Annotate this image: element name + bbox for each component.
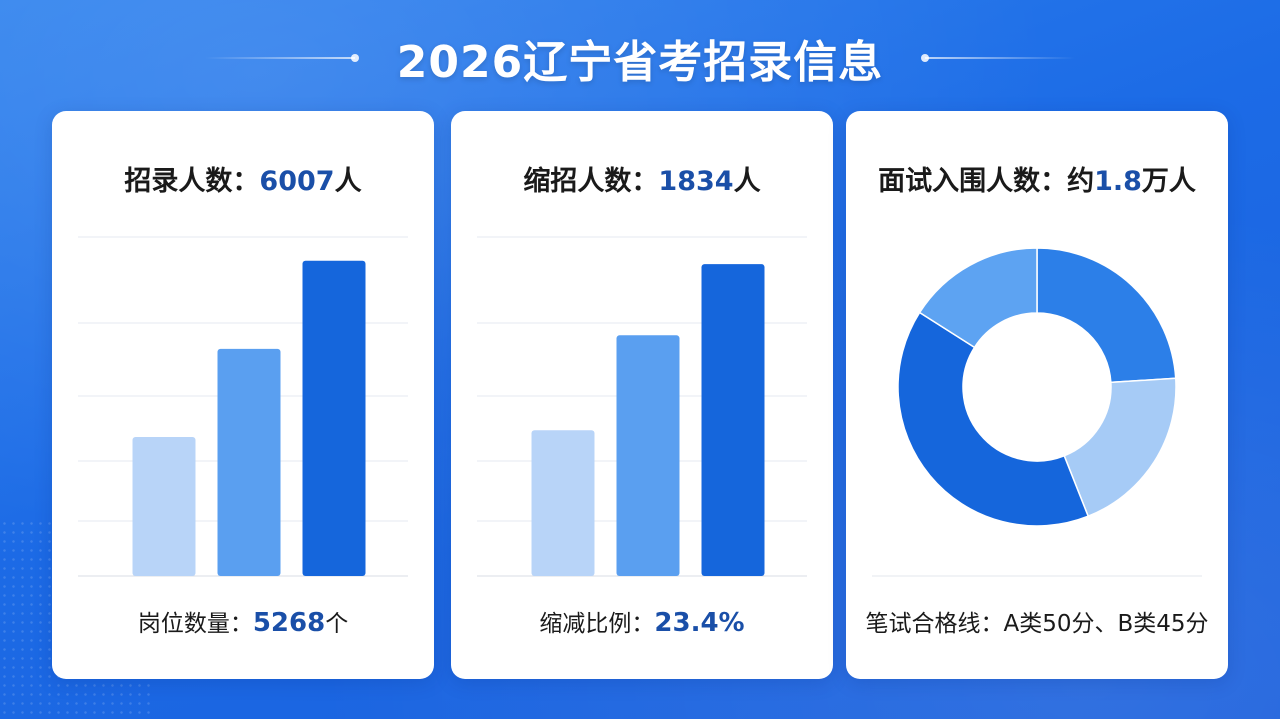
interview-slice-4 bbox=[918, 247, 1038, 349]
interview-slice-1 bbox=[1036, 247, 1177, 384]
reduction-bar-1 bbox=[531, 430, 595, 576]
interview-donut-chart bbox=[872, 247, 1202, 577]
reduction-unit: 人 bbox=[733, 166, 761, 197]
reduction-value: 1834 bbox=[658, 166, 734, 197]
positions-label: 岗位数量： bbox=[137, 611, 253, 637]
recruitment-bar-2 bbox=[217, 348, 281, 576]
recruitment-value: 6007 bbox=[259, 166, 335, 197]
reduction-bar-3 bbox=[701, 264, 765, 576]
reduction-ratio-label: 缩减比例： bbox=[539, 611, 655, 637]
recruitment-headline: 招录人数：6007人 bbox=[52, 159, 434, 198]
interview-headline: 面试入围人数：约1.8万人 bbox=[846, 159, 1228, 198]
recruitment-label: 招录人数： bbox=[124, 166, 260, 197]
interview-slice-3 bbox=[897, 311, 1090, 527]
positions-footer: 岗位数量：5268个 bbox=[52, 604, 434, 638]
recruitment-unit: 人 bbox=[334, 166, 362, 197]
positions-unit: 个 bbox=[325, 611, 349, 637]
reduction-ratio-footer: 缩减比例：23.4% bbox=[451, 604, 833, 638]
recruitment-card: 招录人数：6007人 岗位数量：5268个 bbox=[52, 111, 434, 679]
interview-slice-2 bbox=[1063, 377, 1177, 518]
reduction-label: 缩招人数： bbox=[523, 166, 659, 197]
title-bar: 2026辽宁省考招录信息 bbox=[0, 28, 1280, 88]
page-title: 2026辽宁省考招录信息 bbox=[396, 37, 884, 88]
recruitment-bar-1 bbox=[132, 437, 196, 576]
title-decoration-left bbox=[204, 54, 359, 62]
passing-score-footer: 笔试合格线：A类50分、B类45分 bbox=[846, 604, 1228, 638]
interview-card: 面试入围人数：约1.8万人 笔试合格线：A类50分、B类45分 bbox=[846, 111, 1228, 679]
interview-unit: 万人 bbox=[1141, 166, 1196, 197]
passing-score-text: 笔试合格线：A类50分、B类45分 bbox=[865, 611, 1209, 637]
interview-label: 面试入围人数：约 bbox=[878, 166, 1095, 197]
recruitment-bar-3 bbox=[302, 260, 366, 576]
positions-value: 5268 bbox=[252, 608, 326, 638]
interview-value: 1.8 bbox=[1094, 166, 1142, 197]
title-decoration-right bbox=[921, 54, 1076, 62]
recruitment-bar-chart bbox=[78, 236, 408, 577]
reduction-bar-2 bbox=[616, 335, 680, 576]
reduction-card: 缩招人数：1834人 缩减比例：23.4% bbox=[451, 111, 833, 679]
reduction-bar-chart bbox=[477, 236, 807, 577]
reduction-ratio-value: 23.4% bbox=[654, 608, 745, 638]
reduction-headline: 缩招人数：1834人 bbox=[451, 159, 833, 198]
